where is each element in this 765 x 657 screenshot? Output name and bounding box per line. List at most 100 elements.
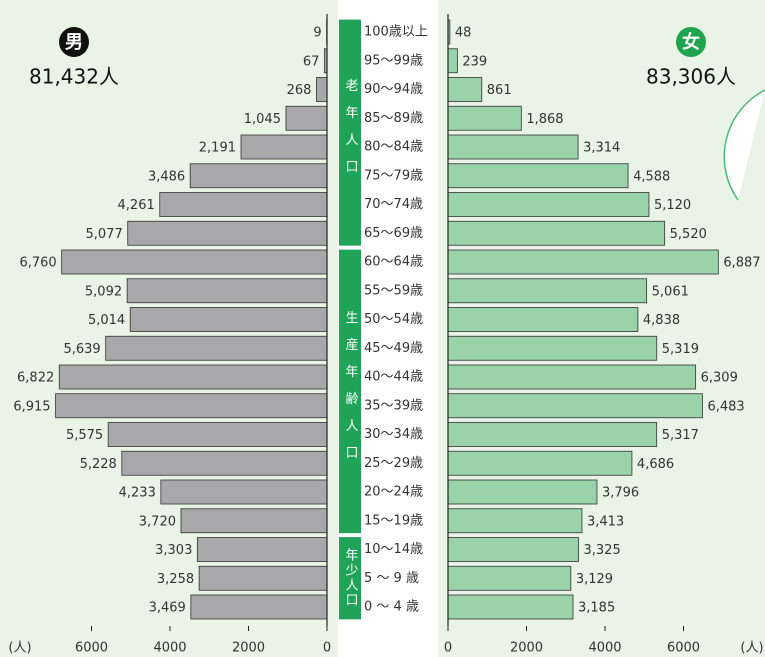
bar [58, 364, 328, 390]
age-label: 100歳以上 [364, 25, 428, 40]
group-band [339, 19, 361, 246]
age-label: 20～24歳 [364, 485, 423, 500]
legend-name: 男 [65, 32, 83, 53]
value-label: 3,469 [149, 601, 186, 616]
group-band [339, 249, 361, 534]
value-label: 3,303 [155, 543, 192, 558]
value-label: 4,838 [643, 313, 680, 328]
x-tick-label: 0 [323, 641, 331, 656]
x-tick-label: 6000 [667, 641, 700, 656]
value-label: 5,092 [85, 284, 122, 299]
legend-total: 81,432人 [29, 65, 119, 89]
bar [198, 565, 328, 591]
age-label: 40～44歳 [364, 370, 423, 385]
age-label: 10～14歳 [364, 542, 423, 557]
value-label: 4,686 [637, 457, 674, 472]
bar [447, 307, 639, 332]
decor-circle [723, 89, 765, 201]
value-label: 4,233 [119, 486, 156, 501]
value-label: 5,077 [86, 227, 123, 242]
group-label: 生産年齢人口 [343, 310, 359, 472]
bar [447, 537, 579, 562]
value-label: 3,413 [587, 514, 624, 529]
value-label: 3,258 [157, 572, 194, 587]
bar [447, 134, 579, 160]
value-label: 4,588 [633, 169, 670, 184]
bar [61, 249, 328, 275]
bar [447, 594, 574, 620]
value-label: 3,720 [139, 514, 176, 529]
age-label: 60～64歳 [364, 255, 423, 270]
age-label: 5 ～ 9 歳 [364, 571, 419, 586]
bar [447, 163, 629, 189]
age-label: 95～99歳 [364, 53, 423, 68]
bar [447, 192, 650, 217]
bar [447, 77, 483, 102]
group-label: 年少人口 [343, 548, 359, 608]
value-label: 9 [313, 26, 321, 41]
value-label: 1,868 [526, 112, 563, 127]
bar [316, 77, 328, 102]
unit-label: (人) [740, 641, 763, 656]
value-label: 6,822 [17, 371, 54, 386]
group-band [339, 537, 361, 620]
age-label: 85～89歳 [364, 111, 423, 126]
value-label: 239 [462, 54, 487, 69]
age-label: 75～79歳 [364, 168, 423, 183]
bar [447, 249, 719, 275]
value-label: 48 [455, 26, 472, 41]
bar [196, 537, 328, 562]
legend-badge [59, 27, 89, 57]
legend-name: 女 [682, 31, 700, 53]
age-label: 70～74歳 [364, 197, 423, 212]
age-label: 50～54歳 [364, 312, 423, 327]
value-label: 6,483 [707, 399, 744, 414]
value-label: 3,325 [584, 543, 621, 558]
value-label: 861 [487, 83, 512, 98]
value-label: 3,314 [583, 141, 620, 156]
bar [447, 450, 633, 476]
value-label: 6,887 [723, 256, 760, 271]
value-label: 5,120 [654, 198, 691, 213]
value-label: 5,317 [662, 428, 699, 443]
bar [107, 422, 328, 447]
value-label: 2,191 [199, 141, 236, 156]
value-label: 5,061 [652, 284, 689, 299]
age-label: 65～69歳 [364, 226, 423, 241]
age-label: 80～84歳 [364, 140, 423, 155]
value-label: 3,185 [578, 601, 615, 616]
x-tick-label: 4000 [588, 641, 621, 656]
age-label: 15～19歳 [364, 513, 423, 528]
age-label: 0 ～ 4 歳 [364, 600, 419, 615]
bar [447, 278, 648, 304]
value-label: 5,014 [88, 313, 125, 328]
bar [447, 565, 572, 591]
value-label: 6,309 [701, 371, 738, 386]
bar [160, 479, 328, 505]
value-label: 1,045 [244, 112, 281, 127]
age-label: 25～29歳 [364, 456, 423, 471]
value-label: 3,796 [602, 486, 639, 501]
bar [121, 450, 328, 476]
value-label: 3,486 [148, 169, 185, 184]
value-label: 268 [287, 83, 312, 98]
value-label: 3,129 [576, 572, 613, 587]
x-tick-label: 6000 [75, 641, 108, 656]
bar [180, 508, 328, 534]
legend-total: 83,306人 [646, 65, 736, 89]
legend-badge [676, 27, 706, 57]
x-tick-label: 2000 [232, 641, 265, 656]
group-label: 老年人口 [343, 79, 359, 187]
bar [189, 163, 328, 189]
bar [447, 220, 666, 246]
value-label: 67 [303, 54, 320, 69]
bar [240, 134, 328, 160]
bar [159, 192, 328, 217]
bar [285, 105, 328, 131]
bar [447, 393, 703, 419]
age-label: 90～94歳 [364, 82, 423, 97]
value-label: 6,760 [19, 256, 56, 271]
value-label: 4,261 [118, 198, 155, 213]
bar [129, 307, 328, 332]
